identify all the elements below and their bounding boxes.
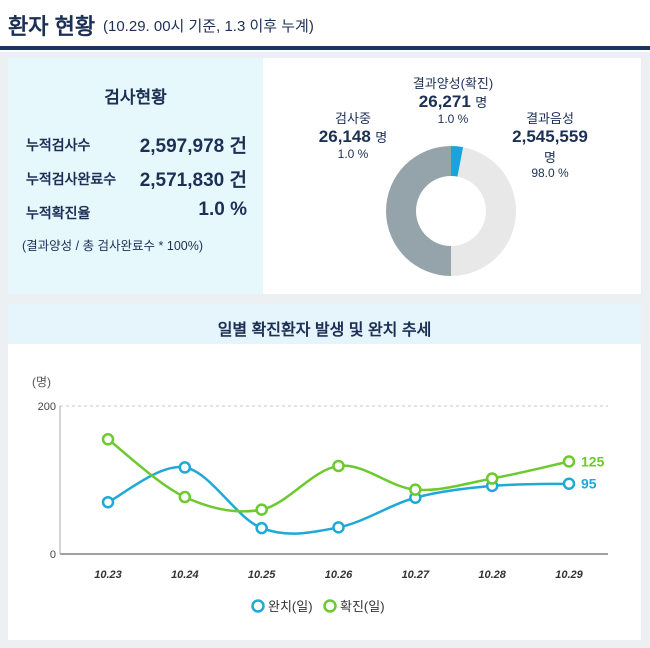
cumulative-tests-value: 2,597,978 건 [139,136,247,157]
header-divider [0,46,650,50]
data-point [485,472,499,485]
x-tick-label: 10.24 [171,569,199,581]
positive-rate-value: 1.0 % [198,199,247,220]
test-status-panel: 검사현황 누적검사수 2,597,978 건 누적검사완료수 2,571,830… [8,58,263,294]
data-point [332,459,345,473]
end-value-label: 95 [581,476,597,492]
data-point [178,490,192,504]
x-tick-label: 10.28 [478,569,506,581]
legend-label: 확진(일) [340,599,385,614]
x-tick-label: 10.25 [248,569,276,581]
testing-unit: 명 [375,130,388,145]
trend-chart-title: 일별 확진환자 발생 및 완치 추세 [217,322,432,339]
negative-unit: 명 [544,150,556,165]
positive-rate-label: 누적확진율 [26,205,91,221]
data-point [562,477,576,490]
cumulative-completed-label: 누적검사완료수 [26,171,117,187]
data-point [255,503,268,516]
x-tick-label: 10.27 [402,569,430,581]
data-point [101,495,115,509]
data-point [332,521,345,534]
data-point [562,455,576,468]
result-donut-chart [386,146,516,276]
positive-unit: 명 [475,95,488,110]
x-tick-label: 10.29 [555,569,583,581]
cumulative-completed-value: 2,571,830 건 [139,170,247,191]
negative-count: 2,545,559 [512,127,588,146]
donut-label-positive: 결과양성(확진) 26,271 명 1.0 % [393,73,513,126]
data-point [255,521,268,535]
donut-slice-positive [451,146,464,177]
donut-label-testing: 검사중 26,148 명 1.0 % [308,108,398,161]
trend-chart-banner: 일별 확진환자 발생 및 완치 추세 [8,304,641,344]
y-unit-label: (명) [32,375,51,389]
positive-name: 결과양성(확진) [412,76,494,91]
x-tick-label: 10.26 [325,569,353,581]
negative-percent: 98.0 % [531,166,569,180]
trend-chart-panel: 일별 확진환자 발생 및 완치 추세 (명) 0 200 10.23 10.24 10.… [8,304,641,640]
testing-percent: 1.0 % [337,147,369,161]
legend-label: 완치(일) [268,599,313,614]
trend-line-chart: (명) 0 200 10.23 10.24 10.25 10.26 10.27 10.28 10… [32,375,608,614]
series-line-confirmed [107,438,570,513]
data-point [178,461,192,474]
data-point [101,433,115,446]
y-tick-label: 0 [50,549,56,561]
test-status-title: 검사현황 [104,88,167,107]
donut-slice-negative [451,147,516,276]
page-title: 환자 현황 [8,14,96,39]
donut-slice-testing [386,146,451,276]
page-header: 환자 현황 (10.29. 00시 기준, 1.3 이후 누계) [0,0,650,50]
donut-label-negative: 결과음성 2,545,559 명 98.0 % [495,108,605,180]
negative-name: 결과음성 [526,111,574,126]
positive-rate-formula: (결과양성 / 총 검사완료수 * 100%) [22,239,203,253]
y-tick-label: 200 [38,401,56,413]
data-point [409,483,422,496]
testing-name: 검사중 [335,111,371,126]
positive-count: 26,271 [418,92,471,111]
end-value-label: 125 [581,454,605,470]
page-subtitle: (10.29. 00시 기준, 1.3 이후 누계) [103,18,314,35]
result-donut-panel: 결과양성(확진) 26,271 명 1.0 % 검사중 26,148 명 1.0… [263,58,641,294]
cumulative-tests-label: 누적검사수 [26,137,91,153]
positive-percent: 1.0 % [437,112,469,126]
legend-marker [251,599,265,613]
legend-marker [323,599,337,613]
testing-count: 26,148 [318,127,371,146]
x-tick-label: 10.23 [94,569,122,581]
